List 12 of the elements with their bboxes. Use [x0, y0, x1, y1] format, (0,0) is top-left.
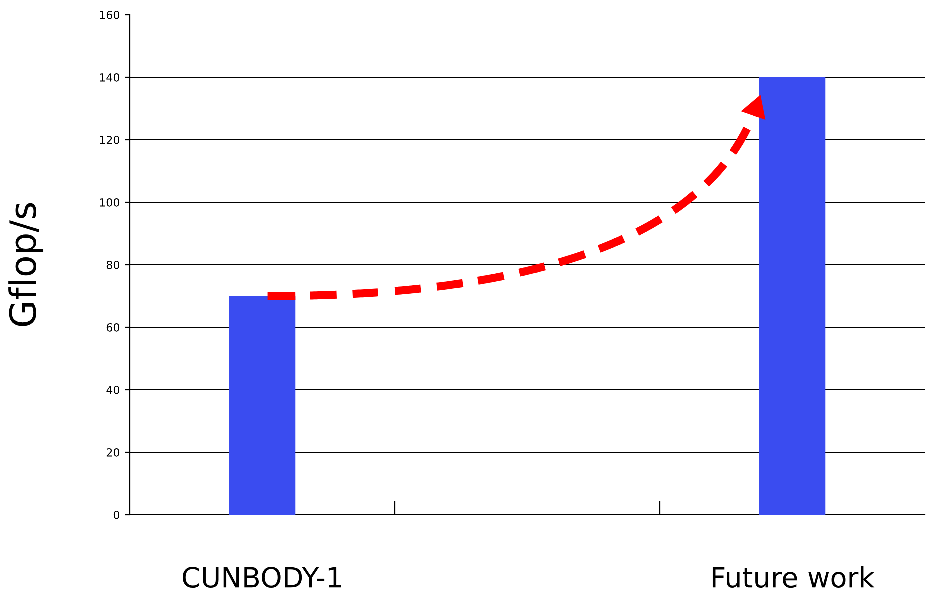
y-tick-label: 100 [100, 198, 120, 207]
y-tick-label: 60 [106, 323, 120, 332]
x-tick-label: Future work [712, 566, 875, 588]
y-tick-label: 20 [106, 448, 120, 457]
y-tick-label: 0 [114, 510, 120, 520]
y-tick-label: 160 [100, 10, 120, 20]
y-tick-label: 140 [100, 73, 120, 82]
y-tick-label: 40 [106, 386, 120, 394]
y-tick-label: 80 [106, 260, 120, 270]
y-tick-label: 120 [100, 136, 120, 144]
y-axis-title: Gflop/s [8, 203, 44, 326]
x-tick-label: CUNBODY-1 [182, 567, 342, 588]
